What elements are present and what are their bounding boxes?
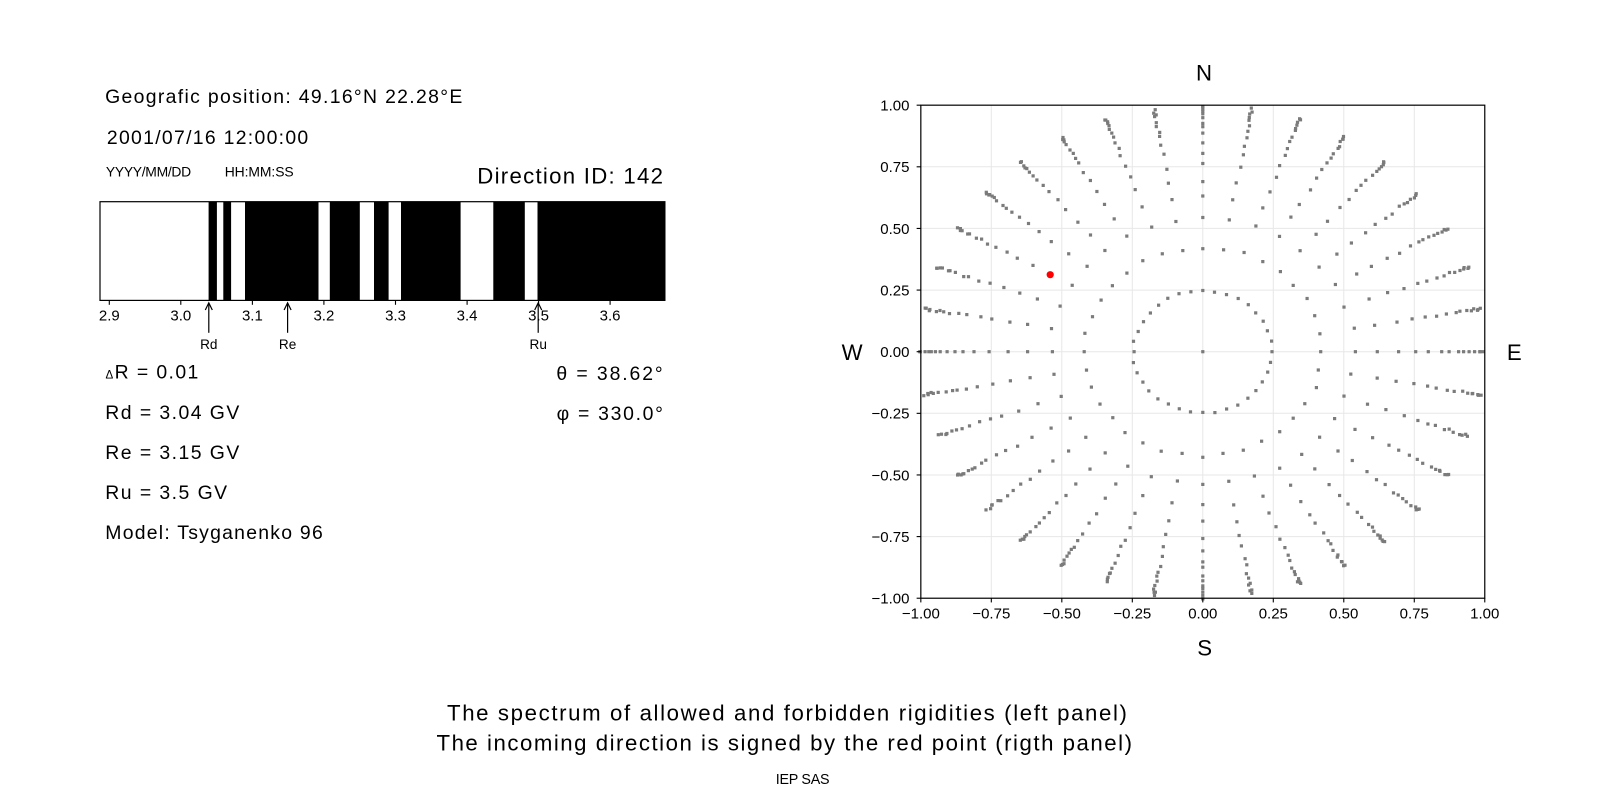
svg-text:Model: Tsyganenko 96: Model: Tsyganenko 96	[105, 522, 324, 544]
svg-text:Geografic position: 49.16°N 22: Geografic position: 49.16°N 22.28°E	[105, 86, 464, 108]
svg-text:IEP SAS: IEP SAS	[776, 772, 829, 788]
svg-text:ΔR = 0.01: ΔR = 0.01	[106, 361, 200, 383]
svg-text:HH:MM:SS: HH:MM:SS	[225, 164, 294, 180]
svg-text:3.0: 3.0	[170, 307, 191, 324]
svg-text:Re = 3.15 GV: Re = 3.15 GV	[105, 442, 240, 464]
svg-text:−1.00: −1.00	[872, 591, 910, 608]
svg-text:YYYY/MM/DD: YYYY/MM/DD	[106, 164, 191, 180]
svg-text:φ = 330.0°: φ = 330.0°	[557, 403, 665, 425]
svg-text:θ = 38.62°: θ = 38.62°	[556, 363, 664, 385]
svg-text:0.00: 0.00	[880, 344, 909, 361]
svg-text:3.2: 3.2	[313, 307, 334, 324]
svg-text:−0.75: −0.75	[972, 606, 1010, 623]
svg-text:1.00: 1.00	[1470, 606, 1499, 623]
svg-text:0.25: 0.25	[880, 282, 909, 299]
svg-text:0.00: 0.00	[1188, 606, 1217, 623]
svg-text:3.1: 3.1	[242, 307, 263, 324]
svg-text:Rd: Rd	[200, 337, 217, 352]
svg-text:1.00: 1.00	[880, 98, 909, 115]
svg-text:2001/07/16 12:00:00: 2001/07/16 12:00:00	[107, 127, 310, 149]
svg-text:−0.75: −0.75	[872, 529, 910, 546]
svg-text:3.4: 3.4	[457, 307, 478, 324]
svg-text:2.9: 2.9	[99, 307, 120, 324]
svg-text:3.3: 3.3	[385, 307, 406, 324]
svg-text:E: E	[1507, 340, 1522, 365]
svg-text:0.50: 0.50	[1329, 606, 1358, 623]
svg-text:0.25: 0.25	[1259, 606, 1288, 623]
svg-text:Ru = 3.5 GV: Ru = 3.5 GV	[105, 482, 228, 504]
svg-text:W: W	[842, 340, 863, 365]
svg-text:Direction ID: 142: Direction ID: 142	[477, 163, 664, 188]
svg-text:S: S	[1197, 636, 1212, 661]
svg-text:3.6: 3.6	[600, 307, 621, 324]
svg-text:Re: Re	[279, 337, 296, 352]
svg-text:−1.00: −1.00	[902, 606, 940, 623]
svg-text:Ru: Ru	[530, 337, 547, 352]
svg-text:−0.25: −0.25	[872, 406, 910, 423]
svg-text:−0.50: −0.50	[872, 467, 910, 484]
svg-text:Rd = 3.04 GV: Rd = 3.04 GV	[105, 402, 240, 424]
svg-text:The incoming direction is sign: The incoming direction is signed by the …	[436, 731, 1133, 756]
svg-text:The spectrum of allowed and fo: The spectrum of allowed and forbidden ri…	[447, 701, 1129, 726]
svg-text:N: N	[1196, 60, 1212, 85]
svg-text:0.50: 0.50	[880, 221, 909, 238]
svg-text:0.75: 0.75	[1400, 606, 1429, 623]
svg-text:−0.25: −0.25	[1113, 606, 1151, 623]
svg-text:0.75: 0.75	[880, 159, 909, 176]
svg-text:−0.50: −0.50	[1043, 606, 1081, 623]
